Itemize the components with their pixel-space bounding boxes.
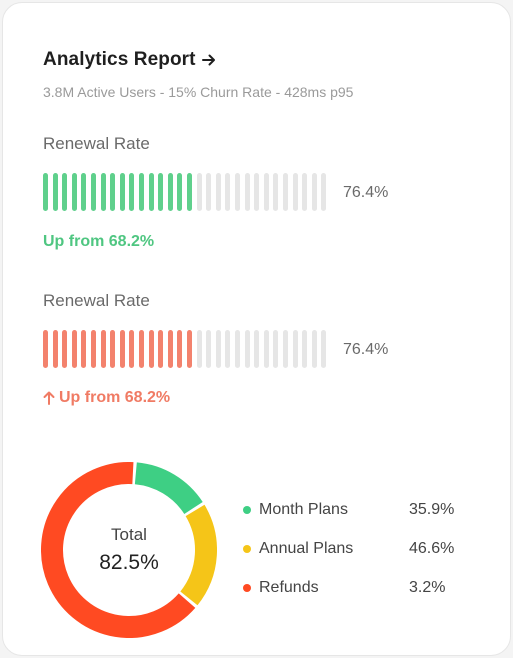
bar-tick-filled	[119, 330, 125, 368]
bar-tick-filled	[167, 330, 173, 368]
donut-slice-annual-plans	[180, 504, 217, 606]
bar-tick-filled	[110, 330, 116, 368]
bar-tick-filled	[81, 173, 87, 211]
bar-tick-empty	[225, 330, 231, 368]
bar-tick-filled	[91, 330, 96, 368]
bar-tick-empty	[225, 173, 231, 211]
bar-tick-filled	[71, 330, 77, 368]
bar-tick-empty	[263, 173, 269, 211]
legend-name: Annual Plans	[259, 540, 354, 557]
metric-value: 76.4%	[343, 341, 389, 358]
bar-tick-filled	[129, 173, 135, 211]
bar-tick-filled	[119, 173, 125, 211]
renewal-progress-bar	[43, 173, 333, 211]
arrow-right-icon	[201, 53, 216, 67]
bar-tick-filled	[52, 173, 58, 211]
bar-tick-empty	[273, 330, 279, 368]
metric-label: Renewal Rate	[43, 291, 150, 310]
arrow-up-icon	[43, 391, 55, 405]
page-title: Analytics Report	[43, 49, 196, 70]
metric-value: 76.4%	[343, 184, 389, 201]
bar-tick-filled	[100, 330, 106, 368]
bar-tick-empty	[283, 330, 288, 368]
bar-tick-filled	[62, 330, 68, 368]
bar-tick-empty	[292, 330, 298, 368]
metric-trend: Up from 68.2%	[43, 233, 154, 251]
bar-tick-empty	[273, 173, 279, 211]
donut-total-label: Total	[111, 525, 147, 544]
bar-tick-filled	[71, 173, 77, 211]
plans-donut-chart	[41, 462, 217, 638]
bar-tick-empty	[206, 173, 212, 211]
legend-value: 3.2%	[409, 579, 446, 596]
bar-tick-empty	[311, 330, 317, 368]
renewal-progress-bar	[43, 330, 333, 368]
bar-tick-empty	[206, 330, 212, 368]
bar-tick-empty	[244, 330, 250, 368]
bar-tick-empty	[244, 173, 250, 211]
donut-slice-month-plans	[134, 462, 203, 515]
legend-dot-icon	[243, 584, 251, 592]
bar-tick-filled	[139, 330, 144, 368]
legend-dot-icon	[243, 545, 251, 553]
legend-value: 46.6%	[409, 540, 455, 557]
bar-tick-filled	[187, 173, 192, 211]
bar-tick-empty	[302, 330, 308, 368]
legend-item: Annual Plans 46.6%	[243, 538, 483, 560]
bar-tick-filled	[158, 330, 164, 368]
bar-tick-empty	[263, 330, 269, 368]
bar-tick-filled	[81, 330, 87, 368]
bar-tick-filled	[167, 173, 173, 211]
bar-tick-filled	[139, 173, 144, 211]
metric-label: Renewal Rate	[43, 134, 150, 153]
bar-tick-filled	[148, 173, 154, 211]
report-subtitle: 3.8M Active Users - 15% Churn Rate - 428…	[43, 84, 354, 100]
bar-tick-empty	[254, 330, 260, 368]
bar-tick-filled	[43, 173, 48, 211]
donut-slice-refunds	[41, 462, 196, 638]
bar-tick-empty	[215, 330, 221, 368]
legend-item: Refunds 3.2%	[243, 577, 483, 599]
bar-tick-empty	[196, 173, 202, 211]
bar-tick-empty	[321, 173, 327, 211]
legend-name: Refunds	[259, 579, 319, 596]
bar-tick-filled	[62, 173, 68, 211]
legend-item: Month Plans 35.9%	[243, 499, 483, 521]
trend-text: Up from 68.2%	[43, 233, 155, 250]
bar-tick-filled	[110, 173, 116, 211]
donut-center: Total 82.5%	[41, 462, 217, 638]
bar-tick-filled	[148, 330, 154, 368]
bar-tick-empty	[283, 173, 288, 211]
bar-tick-filled	[52, 330, 58, 368]
bar-tick-empty	[292, 173, 298, 211]
bar-tick-filled	[100, 173, 106, 211]
legend-value: 35.9%	[409, 501, 455, 518]
donut-total-value: 82.5%	[99, 551, 159, 574]
bar-tick-filled	[91, 173, 96, 211]
report-title-link[interactable]: Analytics Report	[43, 47, 216, 73]
bar-tick-filled	[187, 330, 192, 368]
bar-tick-empty	[215, 173, 221, 211]
bar-tick-filled	[158, 173, 164, 211]
bar-tick-empty	[302, 173, 308, 211]
bar-tick-filled	[129, 330, 135, 368]
legend-name: Month Plans	[259, 501, 348, 518]
bar-tick-empty	[311, 173, 317, 211]
legend-dot-icon	[243, 506, 251, 514]
bar-tick-empty	[235, 330, 240, 368]
bar-tick-filled	[177, 173, 183, 211]
bar-tick-empty	[196, 330, 202, 368]
bar-tick-empty	[254, 173, 260, 211]
bar-tick-empty	[321, 330, 327, 368]
trend-text: Up from 68.2%	[59, 389, 171, 406]
bar-tick-filled	[43, 330, 48, 368]
bar-tick-empty	[235, 173, 240, 211]
metric-trend: Up from 68.2%	[43, 389, 170, 407]
bar-tick-filled	[177, 330, 183, 368]
